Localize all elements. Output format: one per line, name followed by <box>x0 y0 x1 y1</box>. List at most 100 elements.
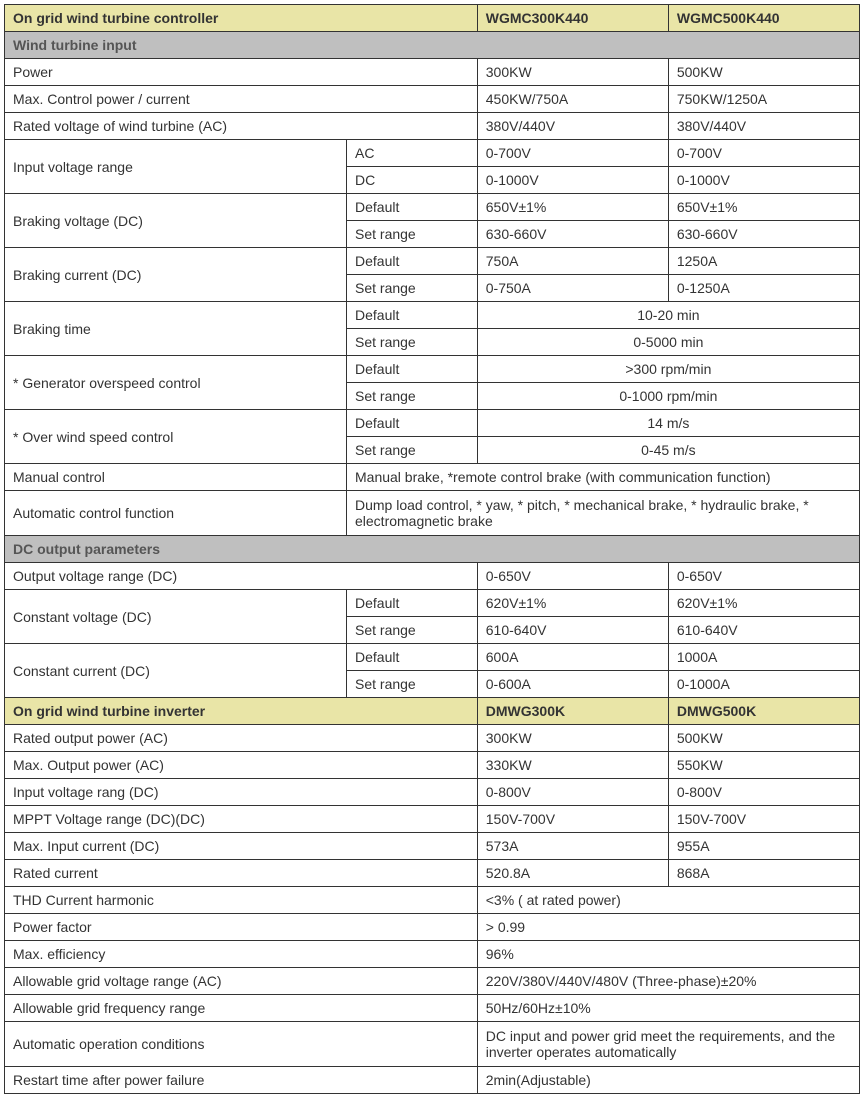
row-constant-current-def: Constant current (DC) Default 600A 1000A <box>5 644 860 671</box>
label: Automatic operation conditions <box>5 1022 478 1067</box>
val-b: 620V±1% <box>668 590 859 617</box>
val-a: 610-640V <box>477 617 668 644</box>
sub: Default <box>347 590 478 617</box>
label: Input voltage rang (DC) <box>5 779 478 806</box>
label: Constant current (DC) <box>5 644 347 698</box>
val-a: 620V±1% <box>477 590 668 617</box>
header-controller: On grid wind turbine controller WGMC300K… <box>5 5 860 32</box>
label: MPPT Voltage range (DC)(DC) <box>5 806 478 833</box>
sub: Default <box>347 356 478 383</box>
label: Braking time <box>5 302 347 356</box>
sub: Default <box>347 248 478 275</box>
row-power-factor: Power factor > 0.99 <box>5 914 860 941</box>
label: Rated voltage of wind turbine (AC) <box>5 113 478 140</box>
val: 0-1000 rpm/min <box>477 383 859 410</box>
label: Rated current <box>5 860 478 887</box>
hdr2-title: On grid wind turbine inverter <box>5 698 478 725</box>
label: THD Current harmonic <box>5 887 478 914</box>
sub: Default <box>347 410 478 437</box>
val: <3% ( at rated power) <box>477 887 859 914</box>
label: Braking current (DC) <box>5 248 347 302</box>
label: Manual control <box>5 464 347 491</box>
sub: Set range <box>347 437 478 464</box>
val-b: 0-1000A <box>668 671 859 698</box>
row-output-voltage-range: Output voltage range (DC) 0-650V 0-650V <box>5 563 860 590</box>
val-b: 955A <box>668 833 859 860</box>
sec1-title: Wind turbine input <box>5 32 860 59</box>
hdr1-colB: WGMC500K440 <box>668 5 859 32</box>
val-b: 1000A <box>668 644 859 671</box>
sub: Default <box>347 644 478 671</box>
section-wind-turbine-input: Wind turbine input <box>5 32 860 59</box>
val-a: 0-750A <box>477 275 668 302</box>
val-a: 300KW <box>477 725 668 752</box>
val: 0-5000 min <box>477 329 859 356</box>
val-b: 0-1250A <box>668 275 859 302</box>
val-b: 550KW <box>668 752 859 779</box>
val-a: 0-800V <box>477 779 668 806</box>
sec2-title: DC output parameters <box>5 536 860 563</box>
val: 10-20 min <box>477 302 859 329</box>
hdr2-colA: DMWG300K <box>477 698 668 725</box>
label: * Over wind speed control <box>5 410 347 464</box>
sub: Set range <box>347 329 478 356</box>
label: * Generator overspeed control <box>5 356 347 410</box>
val-b: 1250A <box>668 248 859 275</box>
val: > 0.99 <box>477 914 859 941</box>
val-a: 150V-700V <box>477 806 668 833</box>
sub: Set range <box>347 275 478 302</box>
row-allowable-grid-frequency: Allowable grid frequency range 50Hz/60Hz… <box>5 995 860 1022</box>
label: Rated output power (AC) <box>5 725 478 752</box>
hdr1-title: On grid wind turbine controller <box>5 5 478 32</box>
val-a: 630-660V <box>477 221 668 248</box>
header-inverter: On grid wind turbine inverter DMWG300K D… <box>5 698 860 725</box>
val-a: 520.8A <box>477 860 668 887</box>
row-max-efficiency: Max. efficiency 96% <box>5 941 860 968</box>
sub: Set range <box>347 383 478 410</box>
val-a: 573A <box>477 833 668 860</box>
row-braking-current-def: Braking current (DC) Default 750A 1250A <box>5 248 860 275</box>
row-braking-voltage-def: Braking voltage (DC) Default 650V±1% 650… <box>5 194 860 221</box>
sub: Set range <box>347 221 478 248</box>
sub: Set range <box>347 617 478 644</box>
label: Restart time after power failure <box>5 1067 478 1094</box>
val-b: 0-650V <box>668 563 859 590</box>
sub: DC <box>347 167 478 194</box>
val-b: 650V±1% <box>668 194 859 221</box>
val: Dump load control, * yaw, * pitch, * mec… <box>347 491 860 536</box>
val-b: 500KW <box>668 59 859 86</box>
val: 96% <box>477 941 859 968</box>
row-generator-overspeed-def: * Generator overspeed control Default >3… <box>5 356 860 383</box>
label: Braking voltage (DC) <box>5 194 347 248</box>
val-b: 380V/440V <box>668 113 859 140</box>
row-max-control-power: Max. Control power / current 450KW/750A … <box>5 86 860 113</box>
row-rated-current: Rated current 520.8A 868A <box>5 860 860 887</box>
val: 50Hz/60Hz±10% <box>477 995 859 1022</box>
row-restart-time: Restart time after power failure 2min(Ad… <box>5 1067 860 1094</box>
val: 2min(Adjustable) <box>477 1067 859 1094</box>
val: 220V/380V/440V/480V (Three-phase)±20% <box>477 968 859 995</box>
label: Allowable grid frequency range <box>5 995 478 1022</box>
label: Output voltage range (DC) <box>5 563 478 590</box>
val-b: 750KW/1250A <box>668 86 859 113</box>
sub: Default <box>347 302 478 329</box>
sub: AC <box>347 140 478 167</box>
val-a: 380V/440V <box>477 113 668 140</box>
row-allowable-grid-voltage: Allowable grid voltage range (AC) 220V/3… <box>5 968 860 995</box>
label: Max. Output power (AC) <box>5 752 478 779</box>
val-b: 630-660V <box>668 221 859 248</box>
section-dc-output: DC output parameters <box>5 536 860 563</box>
row-automatic-control: Automatic control function Dump load con… <box>5 491 860 536</box>
label: Constant voltage (DC) <box>5 590 347 644</box>
label: Automatic control function <box>5 491 347 536</box>
row-max-input-current: Max. Input current (DC) 573A 955A <box>5 833 860 860</box>
val-b: 0-800V <box>668 779 859 806</box>
val-b: 0-1000V <box>668 167 859 194</box>
row-rated-output-power: Rated output power (AC) 300KW 500KW <box>5 725 860 752</box>
row-power: Power 300KW 500KW <box>5 59 860 86</box>
label: Power factor <box>5 914 478 941</box>
val-b: 500KW <box>668 725 859 752</box>
row-manual-control: Manual control Manual brake, *remote con… <box>5 464 860 491</box>
row-mppt-voltage-range: MPPT Voltage range (DC)(DC) 150V-700V 15… <box>5 806 860 833</box>
val-b: 0-700V <box>668 140 859 167</box>
